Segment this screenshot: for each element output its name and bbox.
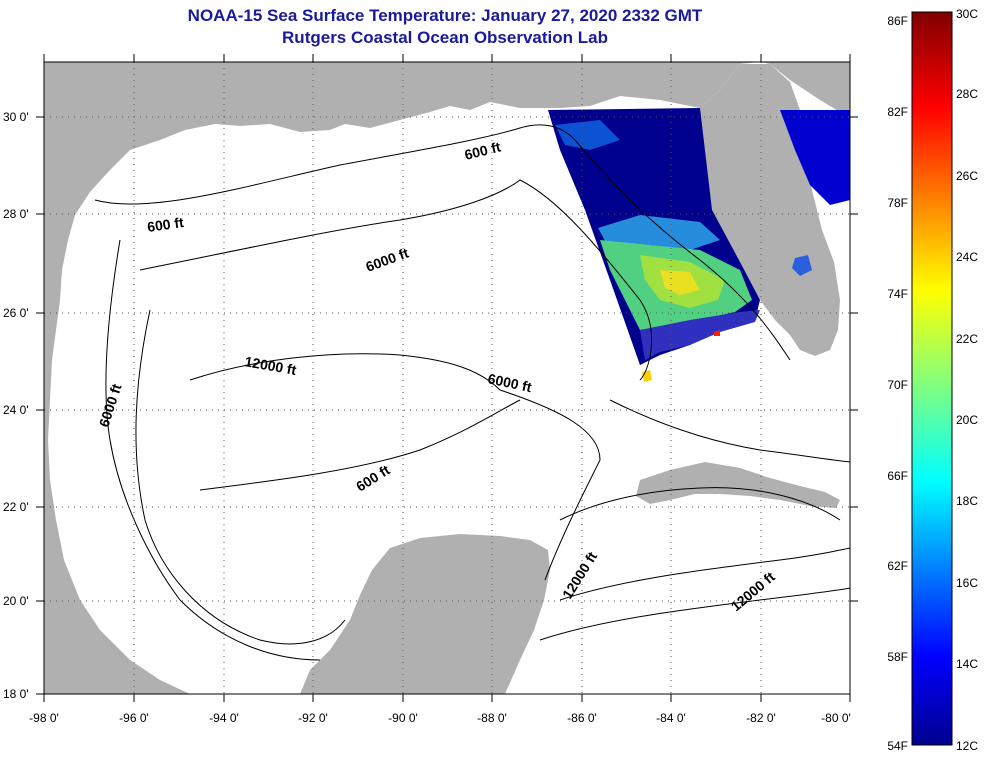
depth-contours [94,124,850,661]
lon-label: -84 0' [656,711,686,725]
colorbar-f-label: 74F [887,287,908,301]
colorbar-f-label: 82F [887,105,908,119]
lon-label: -90 0' [388,711,418,725]
lon-label: -92 0' [298,711,328,725]
map-title: NOAA-15 Sea Surface Temperature: January… [187,6,703,25]
colorbar-c-label: 30C [956,7,978,21]
colorbar-f-label: 70F [887,378,908,392]
colorbar-fahrenheit-labels: 86F 82F 78F 74F 70F 66F 62F 58F 54F [887,14,908,753]
frame-ticks [36,54,858,702]
colorbar-f-label: 86F [887,14,908,28]
lon-label: -82 0' [746,711,776,725]
lon-label: -80 0' [821,711,851,725]
colorbar-c-label: 20C [956,413,978,427]
lat-label: 22 0' [3,500,29,514]
map-frame [43,61,851,695]
colorbar-f-label: 54F [887,739,908,753]
land-us-coast [44,62,850,694]
lat-label: 20 0' [3,594,29,608]
lon-label: -88 0' [477,711,507,725]
colorbar-gradient [911,11,953,746]
colorbar-c-label: 18C [956,494,978,508]
lat-label: 24 0' [3,403,29,417]
lon-label: -94 0' [209,711,239,725]
lat-label: 30 0' [3,110,29,124]
lat-label: 28 0' [3,207,29,221]
colorbar-f-label: 78F [887,196,908,210]
colorbar-c-label: 22C [956,332,978,346]
map-subtitle: Rutgers Coastal Ocean Observation Lab [282,28,608,47]
land-yucatan [300,534,550,694]
contour-label: 600 ft [146,214,185,235]
land-cuba [636,462,840,508]
colorbar-f-label: 62F [887,559,908,573]
graticule [44,62,850,694]
lon-label: -96 0' [119,711,149,725]
lat-labels: 30 0' 28 0' 26 0' 24 0' 22 0' 20 0' 18 0… [3,110,29,701]
colorbar-f-label: 58F [887,650,908,664]
lat-label: 26 0' [3,306,29,320]
colorbar-c-label: 14C [956,657,978,671]
colorbar-c-label: 26C [956,169,978,183]
lon-label: -98 0' [29,711,59,725]
colorbar-c-label: 12C [956,739,978,753]
sst-swath [548,108,850,382]
colorbar-c-label: 28C [956,87,978,101]
colorbar-celsius-labels: 30C 28C 26C 24C 22C 20C 18C 16C 14C 12C [956,7,978,753]
lat-label: 18 0' [3,687,29,701]
lon-labels: -98 0' -96 0' -94 0' -92 0' -90 0' -88 0… [29,711,851,725]
lon-label: -86 0' [567,711,597,725]
colorbar-c-label: 16C [956,576,978,590]
colorbar-c-label: 24C [956,250,978,264]
colorbar-f-label: 66F [887,469,908,483]
sst-colorbar: 86F 82F 78F 74F 70F 66F 62F 58F 54F 30C … [887,7,978,753]
